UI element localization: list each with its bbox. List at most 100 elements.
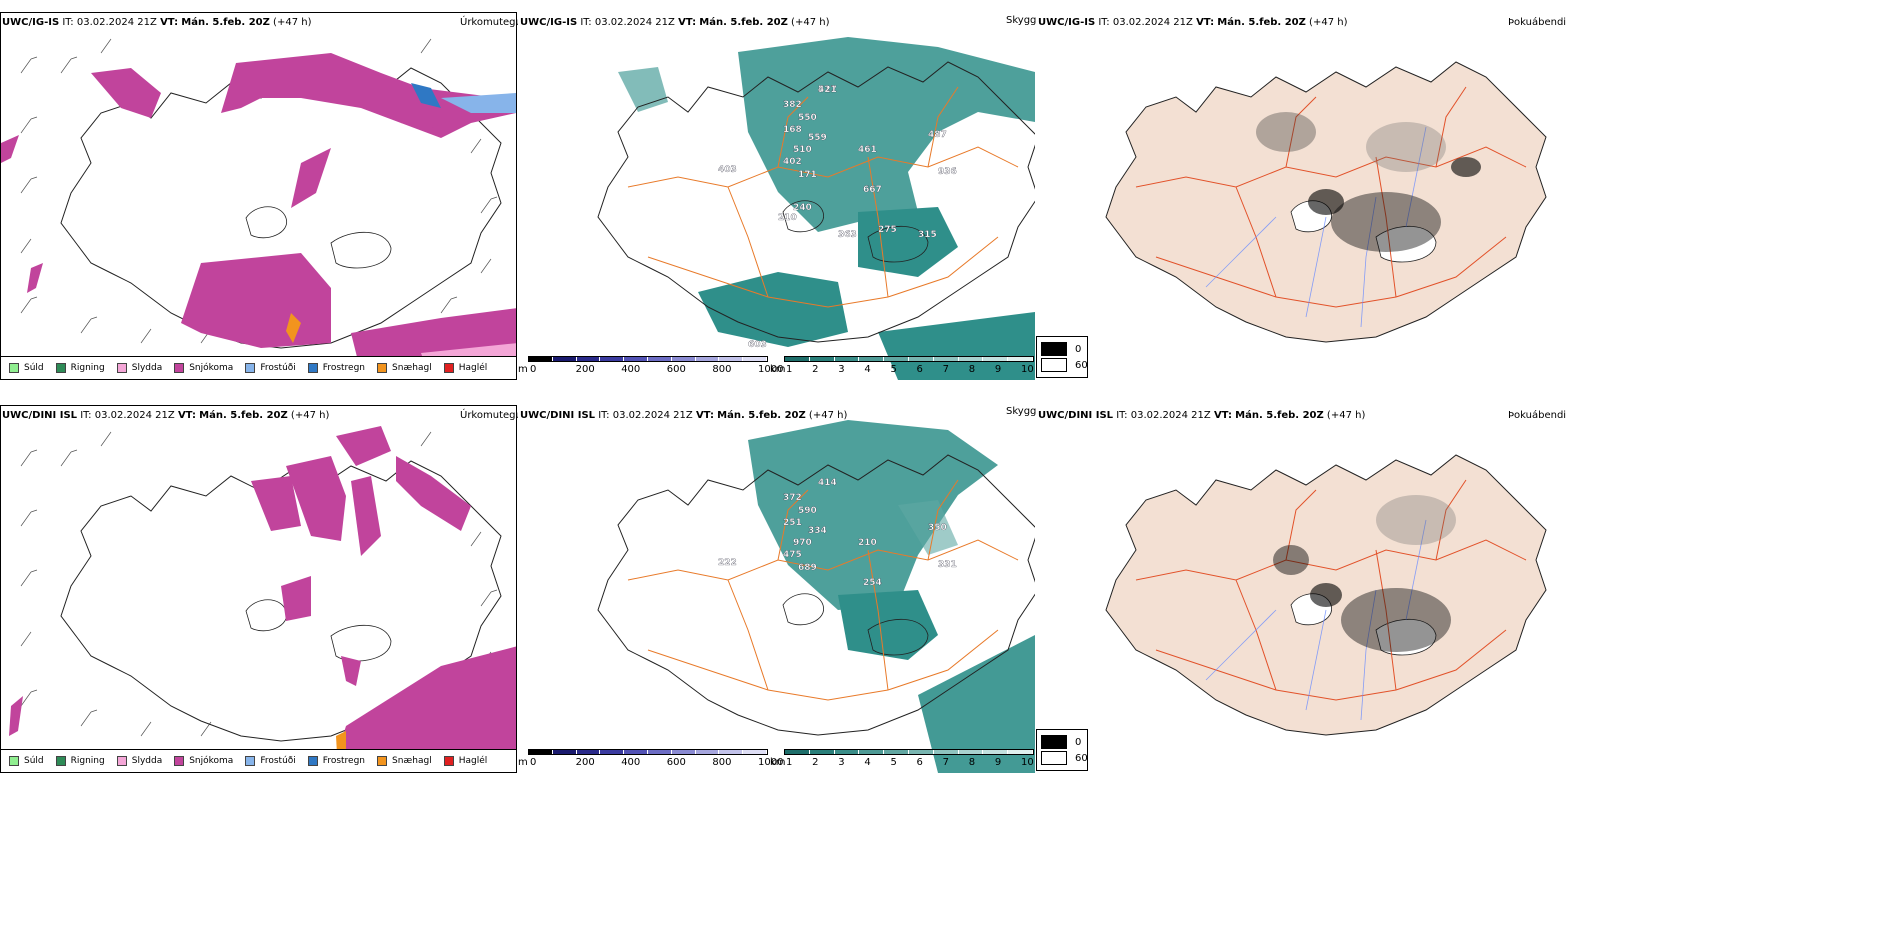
legend-item: Snjókoma bbox=[174, 363, 233, 373]
snow-area bbox=[9, 696, 23, 736]
snow-area bbox=[281, 576, 311, 621]
header-precip-top: UWC/IG-IS IT: 03.02.2024 21Z VT: Mán. 5.… bbox=[2, 17, 312, 28]
peak-elevation-label: 487 bbox=[928, 130, 947, 140]
visibility-panel-bottom: 414 372 590 251 334 970 475 689 222 210 350 331 254 bbox=[518, 405, 1035, 773]
header-vis-top: UWC/IG-IS IT: 03.02.2024 21Z VT: Mán. 5.… bbox=[520, 17, 830, 28]
panel-title-visibility: Skyggni bbox=[1006, 15, 1046, 26]
legend-swatch bbox=[174, 363, 185, 373]
legend-label: Frostregn bbox=[322, 363, 366, 373]
header-fog-top: UWC/IG-IS IT: 03.02.2024 21Z VT: Mán. 5.… bbox=[1038, 17, 1348, 28]
legend-label: Rigning bbox=[70, 756, 105, 766]
legend-item: Slydda bbox=[116, 363, 162, 373]
snow-area bbox=[336, 426, 391, 466]
low-visibility-area bbox=[738, 37, 1035, 232]
visibility-tick: 1 bbox=[786, 757, 793, 768]
legend-label: Súld bbox=[24, 363, 44, 373]
visibility-tick: 5 bbox=[890, 364, 897, 375]
fog-patch bbox=[1376, 495, 1456, 545]
visibility-tick: 10 bbox=[1021, 364, 1034, 375]
elevation-tick: 0 bbox=[530, 364, 537, 375]
elevation-tick: 800 bbox=[712, 364, 732, 375]
visibility-tick: 2 bbox=[812, 757, 819, 768]
peak-elevation-label: 936 bbox=[938, 167, 957, 177]
legend-swatch bbox=[9, 363, 19, 373]
low-visibility-area bbox=[898, 500, 958, 555]
peak-elevation-label: 550 bbox=[798, 113, 817, 123]
fog-panel-bottom bbox=[1036, 405, 1556, 773]
visibility-map-top: 5173825501685595104021714034614879366672… bbox=[597, 37, 1035, 380]
snow-area bbox=[341, 656, 361, 686]
low-visibility-area bbox=[698, 272, 848, 347]
peak-elevation-label: 603 bbox=[748, 340, 767, 350]
frost-drizzle-area bbox=[441, 93, 516, 113]
legend-label: Snæhagl bbox=[392, 363, 432, 373]
visibility-tick: 6 bbox=[916, 757, 923, 768]
visibility-tick: 4 bbox=[864, 757, 871, 768]
legend-label: Snæhagl bbox=[392, 756, 432, 766]
peak-elevation-label: 590 bbox=[798, 506, 817, 516]
peak-elevation-label: 461 bbox=[858, 145, 877, 155]
legend-label: Frostúði bbox=[260, 363, 296, 373]
visibility-tick: 5 bbox=[890, 757, 897, 768]
fog-panel-top bbox=[1036, 12, 1556, 380]
legend-label: Rigning bbox=[70, 363, 105, 373]
legend-swatch bbox=[377, 756, 388, 766]
peak-elevation-label: 475 bbox=[783, 550, 802, 560]
legend-item: Frostregn bbox=[307, 363, 366, 373]
legend-swatch bbox=[116, 363, 127, 373]
ice-pellets-area bbox=[286, 313, 301, 343]
precip-legend: Súld Rigning Slydda Snjókoma Frostúði Frostre… bbox=[1, 749, 516, 772]
peak-elevation-label: 334 bbox=[808, 526, 827, 536]
legend-item: Súld bbox=[9, 756, 44, 766]
snow-area bbox=[1, 135, 19, 163]
precip-map-bottom bbox=[9, 426, 516, 772]
legend-label: Haglél bbox=[458, 756, 488, 766]
visibility-tick: 8 bbox=[968, 757, 976, 768]
fog-swatch-60 bbox=[1041, 358, 1067, 372]
peak-elevation-label: 559 bbox=[808, 133, 827, 143]
snow-area bbox=[381, 93, 471, 128]
low-visibility-area bbox=[878, 312, 1035, 380]
legend-swatch bbox=[443, 363, 454, 373]
panel-title-cloud: Þokuábendi bbox=[1508, 17, 1567, 28]
header-precip-bottom: UWC/DINI ISL IT: 03.02.2024 21Z VT: Mán.… bbox=[2, 410, 330, 421]
fog-patch bbox=[1451, 157, 1481, 177]
panel-title-visibility: Skyggni bbox=[1006, 406, 1046, 417]
peak-elevation-label: 168 bbox=[783, 125, 802, 135]
low-visibility-area bbox=[838, 590, 938, 660]
elevation-colorbar-bottom: m 0 200 400 600 800 1000 bbox=[518, 749, 783, 771]
snow-area bbox=[331, 646, 516, 772]
legend-label: Súld bbox=[24, 756, 44, 766]
panel-title-precip: Úrkomutegund bbox=[460, 17, 535, 28]
peak-elevation-label: 402 bbox=[783, 157, 802, 167]
header-vis-bottom: UWC/DINI ISL IT: 03.02.2024 21Z VT: Mán.… bbox=[520, 410, 848, 421]
legend-item: Haglél bbox=[443, 363, 487, 373]
legend-item: Súld bbox=[9, 363, 44, 373]
precip-type-panel-bottom: Súld Rigning Slydda Snjókoma Frostúði Frostre… bbox=[0, 405, 517, 773]
fog-patch bbox=[1310, 583, 1342, 607]
legend-item: Snjókoma bbox=[174, 756, 233, 766]
legend-item: Snæhagl bbox=[377, 756, 432, 766]
peak-elevation-label: 254 bbox=[863, 578, 882, 588]
legend-swatch bbox=[307, 756, 318, 766]
snow-area bbox=[27, 263, 43, 293]
visibility-tick: 3 bbox=[838, 757, 845, 768]
peak-elevation-label: 222 bbox=[718, 558, 737, 568]
header-fog-bottom: UWC/DINI ISL IT: 03.02.2024 21Z VT: Mán.… bbox=[1038, 410, 1366, 421]
legend-item: Frostúði bbox=[245, 756, 296, 766]
legend-label: Snjókoma bbox=[189, 363, 234, 373]
legend-swatch bbox=[245, 363, 256, 373]
legend-item: Snæhagl bbox=[377, 363, 432, 373]
fog-patch bbox=[1256, 112, 1316, 152]
visibility-tick: 2 bbox=[812, 364, 819, 375]
snow-area bbox=[291, 148, 331, 208]
legend-label: Slydda bbox=[131, 756, 163, 766]
elevation-tick: 1000 bbox=[758, 364, 784, 375]
snow-area bbox=[91, 68, 161, 118]
fog-swatch-60 bbox=[1041, 751, 1067, 765]
peak-elevation-label: 171 bbox=[798, 170, 817, 180]
visibility-tick: 8 bbox=[968, 364, 976, 375]
snow-area bbox=[181, 253, 331, 348]
precip-type-panel-top: Súld Rigning Slydda Snjókoma Frostúði Frostre… bbox=[0, 12, 517, 380]
elevation-tick: 200 bbox=[575, 757, 595, 768]
